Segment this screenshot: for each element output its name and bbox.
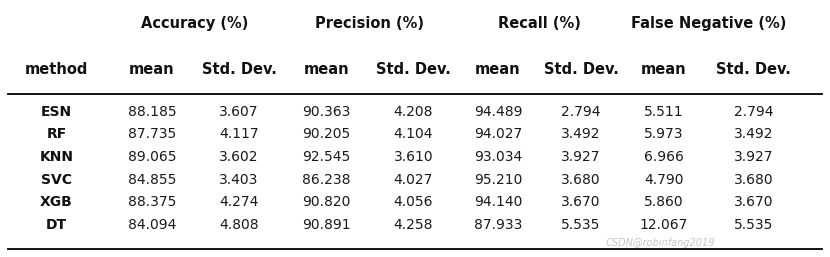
Text: Std. Dev.: Std. Dev. bbox=[376, 62, 451, 77]
Text: mean: mean bbox=[304, 62, 349, 77]
Text: Accuracy (%): Accuracy (%) bbox=[141, 16, 249, 31]
Text: 4.274: 4.274 bbox=[219, 195, 259, 209]
Text: 92.545: 92.545 bbox=[302, 150, 350, 164]
Text: 4.104: 4.104 bbox=[393, 127, 433, 141]
Text: 3.492: 3.492 bbox=[561, 127, 601, 141]
Text: 84.094: 84.094 bbox=[128, 218, 176, 232]
Text: 5.511: 5.511 bbox=[644, 105, 684, 119]
Text: 4.117: 4.117 bbox=[219, 127, 259, 141]
Text: 90.363: 90.363 bbox=[302, 105, 350, 119]
Text: 5.973: 5.973 bbox=[644, 127, 684, 141]
Text: 87.735: 87.735 bbox=[128, 127, 176, 141]
Text: 3.680: 3.680 bbox=[561, 173, 601, 187]
Text: DT: DT bbox=[46, 218, 67, 232]
Text: 95.210: 95.210 bbox=[474, 173, 522, 187]
Text: 90.205: 90.205 bbox=[302, 127, 350, 141]
Text: 4.808: 4.808 bbox=[219, 218, 259, 232]
Text: 88.375: 88.375 bbox=[128, 195, 176, 209]
Text: 88.185: 88.185 bbox=[128, 105, 176, 119]
Text: 6.966: 6.966 bbox=[644, 150, 684, 164]
Text: 94.027: 94.027 bbox=[474, 127, 522, 141]
Text: 5.535: 5.535 bbox=[561, 218, 601, 232]
Text: 3.927: 3.927 bbox=[561, 150, 601, 164]
Text: Precision (%): Precision (%) bbox=[315, 16, 424, 31]
Text: 86.238: 86.238 bbox=[302, 173, 350, 187]
Text: 84.855: 84.855 bbox=[128, 173, 176, 187]
Text: XGB: XGB bbox=[40, 195, 73, 209]
Text: KNN: KNN bbox=[40, 150, 73, 164]
Text: 90.891: 90.891 bbox=[302, 218, 350, 232]
Text: 3.403: 3.403 bbox=[219, 173, 259, 187]
Text: Std. Dev.: Std. Dev. bbox=[202, 62, 276, 77]
Text: 4.027: 4.027 bbox=[393, 173, 433, 187]
Text: 3.670: 3.670 bbox=[734, 195, 774, 209]
Text: SVC: SVC bbox=[41, 173, 72, 187]
Text: 3.602: 3.602 bbox=[219, 150, 259, 164]
Text: 89.065: 89.065 bbox=[128, 150, 176, 164]
Text: 4.258: 4.258 bbox=[393, 218, 433, 232]
Text: 94.140: 94.140 bbox=[474, 195, 522, 209]
Text: 12.067: 12.067 bbox=[640, 218, 688, 232]
Text: 94.489: 94.489 bbox=[474, 105, 522, 119]
Text: 4.056: 4.056 bbox=[393, 195, 433, 209]
Text: 4.208: 4.208 bbox=[393, 105, 433, 119]
Text: Recall (%): Recall (%) bbox=[498, 16, 581, 31]
Text: RF: RF bbox=[46, 127, 66, 141]
Text: 3.927: 3.927 bbox=[734, 150, 774, 164]
Text: ESN: ESN bbox=[41, 105, 72, 119]
Text: 3.670: 3.670 bbox=[561, 195, 601, 209]
Text: Std. Dev.: Std. Dev. bbox=[716, 62, 791, 77]
Text: 87.933: 87.933 bbox=[474, 218, 522, 232]
Text: Std. Dev.: Std. Dev. bbox=[544, 62, 618, 77]
Text: 93.034: 93.034 bbox=[474, 150, 522, 164]
Text: 2.794: 2.794 bbox=[734, 105, 774, 119]
Text: method: method bbox=[25, 62, 88, 77]
Text: 5.535: 5.535 bbox=[734, 218, 774, 232]
Text: 2.794: 2.794 bbox=[561, 105, 601, 119]
Text: mean: mean bbox=[129, 62, 174, 77]
Text: mean: mean bbox=[476, 62, 520, 77]
Text: False Negative (%): False Negative (%) bbox=[631, 16, 787, 31]
Text: mean: mean bbox=[642, 62, 686, 77]
Text: 90.820: 90.820 bbox=[302, 195, 350, 209]
Text: 4.790: 4.790 bbox=[644, 173, 684, 187]
Text: 3.610: 3.610 bbox=[393, 150, 433, 164]
Text: 3.607: 3.607 bbox=[219, 105, 259, 119]
Text: 5.860: 5.860 bbox=[644, 195, 684, 209]
Text: CSDN@robinfang2019: CSDN@robinfang2019 bbox=[606, 238, 715, 248]
Text: 3.680: 3.680 bbox=[734, 173, 774, 187]
Text: 3.492: 3.492 bbox=[734, 127, 774, 141]
